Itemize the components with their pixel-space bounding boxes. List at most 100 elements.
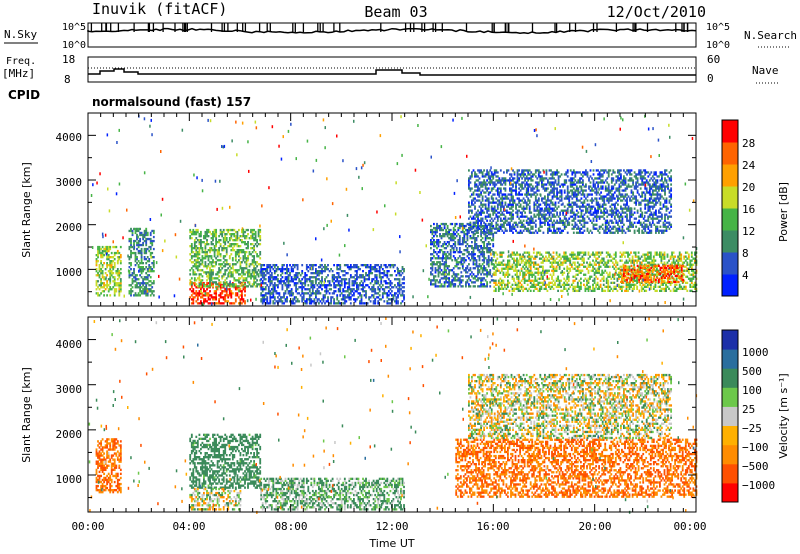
heatmap-cell bbox=[112, 268, 115, 271]
heatmap-cell bbox=[575, 277, 578, 280]
heatmap-cell bbox=[440, 263, 443, 266]
heatmap-cell bbox=[489, 269, 492, 272]
heatmap-cell bbox=[369, 270, 372, 273]
heatmap-cell bbox=[134, 256, 137, 259]
heatmap-cell bbox=[614, 265, 617, 268]
heatmap-cell bbox=[221, 292, 224, 295]
heatmap-cell bbox=[443, 267, 446, 270]
heatmap-cell bbox=[480, 273, 483, 276]
heatmap-cell bbox=[218, 282, 221, 285]
heatmap-cell bbox=[643, 271, 646, 274]
heatmap-cell bbox=[678, 257, 681, 260]
heatmap-cell bbox=[145, 227, 148, 231]
heatmap-cell bbox=[580, 287, 582, 291]
heatmap-cell bbox=[494, 283, 497, 287]
heatmap-cell bbox=[492, 243, 495, 246]
heatmap-cell bbox=[242, 257, 245, 260]
heatmap-cell bbox=[664, 266, 666, 270]
heatmap-cell bbox=[139, 288, 142, 291]
heatmap-cell bbox=[247, 285, 249, 288]
heatmap-cell bbox=[260, 288, 263, 291]
heatmap-cell bbox=[200, 273, 202, 276]
heatmap-cell bbox=[189, 237, 192, 240]
heatmap-cell bbox=[494, 271, 497, 274]
heatmap-cell bbox=[119, 284, 122, 287]
heatmap-cell bbox=[228, 245, 231, 248]
heatmap-cell bbox=[492, 193, 495, 196]
heatmap-cell bbox=[230, 249, 233, 252]
heatmap-cell bbox=[474, 275, 476, 278]
heatmap-cell bbox=[474, 263, 476, 266]
heatmap-cell bbox=[224, 298, 227, 301]
heatmap-cell bbox=[295, 296, 298, 299]
heatmap-cell bbox=[433, 277, 435, 280]
heatmap-cell bbox=[631, 257, 634, 260]
heatmap-cell bbox=[461, 222, 464, 226]
heatmap-cell bbox=[443, 251, 446, 254]
heatmap-cell bbox=[143, 256, 146, 259]
heatmap-cell bbox=[573, 279, 576, 282]
heatmap-cell bbox=[478, 193, 481, 196]
heatmap-cell bbox=[487, 247, 490, 250]
heatmap-cell bbox=[365, 264, 367, 267]
heatmap-cell bbox=[613, 253, 616, 256]
heatmap-cell bbox=[486, 228, 489, 232]
heatmap-cell bbox=[633, 276, 636, 280]
heatmap-cell bbox=[100, 280, 103, 283]
heatmap-cell bbox=[324, 294, 326, 297]
heatmap-cell bbox=[269, 274, 272, 277]
heatmap-cell bbox=[452, 235, 455, 238]
heatmap-cell bbox=[368, 286, 371, 289]
heatmap-cell bbox=[230, 292, 233, 295]
heatmap-cell bbox=[599, 283, 602, 287]
heatmap-cell bbox=[493, 263, 496, 266]
heatmap-cell bbox=[287, 280, 290, 283]
heatmap-cell bbox=[206, 294, 208, 297]
heatmap-cell bbox=[206, 239, 208, 242]
heatmap-cell bbox=[439, 263, 441, 266]
heatmap-cell bbox=[284, 268, 287, 271]
heatmap-cell bbox=[548, 255, 550, 258]
heatmap-cell bbox=[496, 283, 499, 287]
heatmap-cell bbox=[145, 290, 148, 293]
heatmap-cell bbox=[592, 287, 594, 291]
heatmap-cell bbox=[561, 289, 564, 293]
freq-tick-bottom: 8 bbox=[64, 73, 71, 86]
heatmap-cell bbox=[647, 280, 650, 284]
heatmap-cell bbox=[540, 261, 543, 264]
heatmap-cell bbox=[500, 263, 503, 266]
heatmap-cell bbox=[505, 287, 508, 291]
heatmap-cell bbox=[572, 257, 575, 260]
heatmap-cell bbox=[308, 290, 311, 293]
heatmap-cell bbox=[336, 294, 339, 297]
heatmap-cell bbox=[674, 285, 677, 289]
heatmap-cell bbox=[318, 282, 320, 285]
heatmap-cell bbox=[337, 282, 340, 285]
heatmap-cell bbox=[674, 271, 677, 274]
heatmap-cell bbox=[234, 255, 237, 258]
heatmap-cell bbox=[468, 283, 470, 286]
heatmap-cell bbox=[466, 251, 469, 254]
heatmap-cell bbox=[555, 277, 558, 280]
heatmap-cell bbox=[534, 277, 537, 280]
heatmap-cell bbox=[136, 243, 138, 247]
heatmap-cell bbox=[528, 271, 531, 274]
heatmap-cell bbox=[215, 290, 218, 293]
heatmap-cell bbox=[272, 286, 275, 289]
heatmap-cell bbox=[598, 255, 601, 258]
heatmap-cell bbox=[452, 285, 455, 288]
heatmap-cell bbox=[452, 226, 455, 230]
heatmap-cell bbox=[272, 290, 275, 293]
heatmap-cell bbox=[218, 253, 221, 256]
heatmap-cell bbox=[231, 285, 234, 288]
heatmap-cell bbox=[442, 273, 445, 276]
heatmap-cell bbox=[486, 251, 489, 254]
heatmap-cell bbox=[302, 298, 305, 301]
heatmap-cell bbox=[552, 283, 555, 287]
heatmap-cell bbox=[646, 257, 649, 260]
heatmap-cell bbox=[333, 300, 336, 303]
heatmap-cell bbox=[496, 219, 499, 222]
heatmap-cell bbox=[261, 296, 264, 299]
heatmap-cell bbox=[605, 261, 608, 264]
heatmap-cell bbox=[224, 283, 227, 286]
